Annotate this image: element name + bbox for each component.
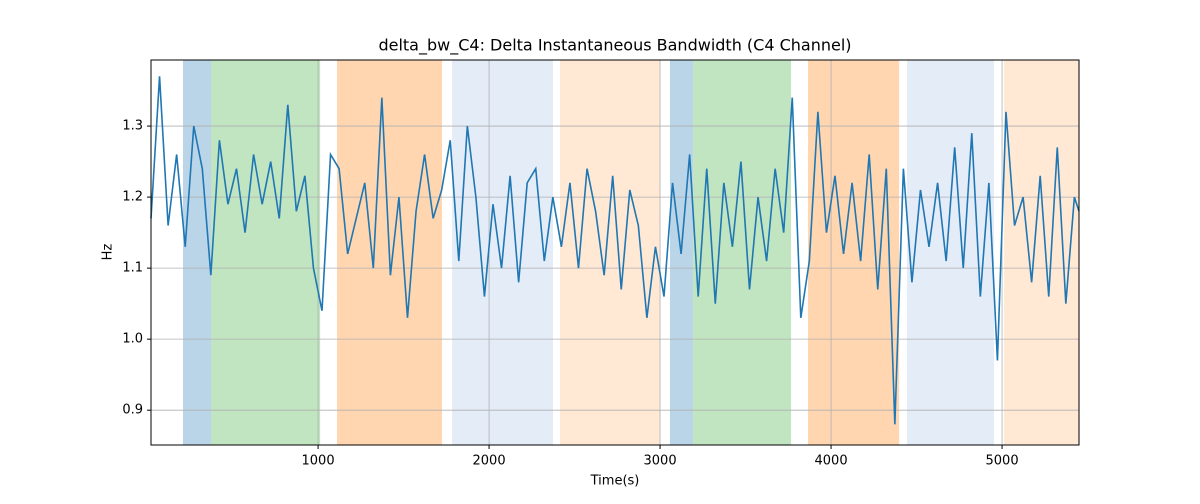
y-tick-label: 1.1 bbox=[122, 261, 143, 276]
shaded-span bbox=[807, 60, 900, 445]
shaded-span bbox=[693, 60, 792, 445]
shaded-span bbox=[1004, 60, 1079, 445]
plot-frame bbox=[150, 59, 1080, 446]
y-tick-label: 1.2 bbox=[122, 190, 143, 205]
y-tick-label: 1.0 bbox=[122, 332, 143, 347]
y-axis-label: Hz bbox=[101, 244, 116, 261]
shaded-span bbox=[560, 60, 661, 445]
x-tick-label: 5000 bbox=[986, 454, 1019, 469]
shaded-span bbox=[182, 60, 212, 445]
y-tick-label: 1.3 bbox=[122, 119, 143, 134]
shaded-span bbox=[211, 60, 321, 445]
shaded-span bbox=[906, 60, 995, 445]
y-tick-label: 0.9 bbox=[122, 403, 143, 418]
x-axis-label: Time(s) bbox=[590, 474, 640, 489]
x-tick-label: 4000 bbox=[815, 454, 848, 469]
data-line bbox=[150, 76, 1080, 425]
chart-title: delta_bw_C4: Delta Instantaneous Bandwid… bbox=[378, 36, 851, 56]
x-tick-label: 2000 bbox=[473, 454, 506, 469]
x-tick-label: 1000 bbox=[302, 454, 335, 469]
x-tick-label: 3000 bbox=[644, 454, 677, 469]
